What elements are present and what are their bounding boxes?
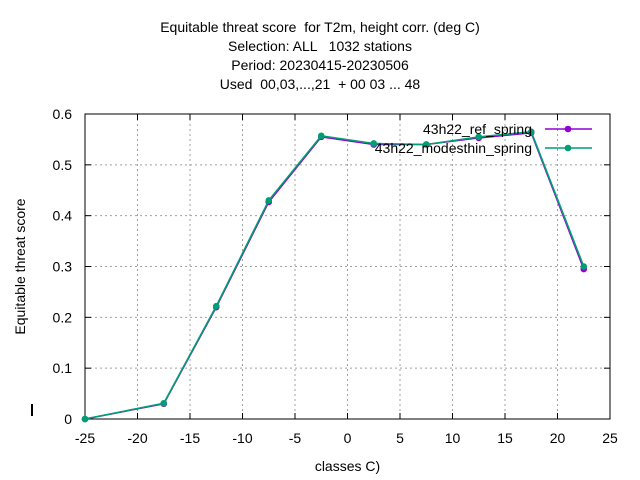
chart-title-line-3: Period: 20230415-20230506 bbox=[231, 57, 409, 73]
data-point bbox=[317, 132, 325, 140]
data-point bbox=[580, 263, 588, 270]
series-43h22_ref_spring bbox=[81, 129, 588, 423]
x-tick-label: 15 bbox=[497, 430, 513, 446]
data-point bbox=[422, 141, 430, 148]
y-axis-label: Equitable threat score bbox=[12, 198, 28, 334]
data-point bbox=[475, 133, 483, 141]
x-tick-label: -25 bbox=[75, 430, 95, 446]
x-tick-label: -15 bbox=[180, 430, 200, 446]
legend-label: 43h22_ref_spring bbox=[423, 121, 532, 137]
x-tick-label: -20 bbox=[127, 430, 147, 446]
x-tick-label: -10 bbox=[232, 430, 252, 446]
data-point bbox=[160, 399, 168, 407]
y-tick-label: 0.6 bbox=[53, 106, 73, 122]
data-point bbox=[81, 415, 89, 423]
y-tick-label: 0.5 bbox=[53, 157, 73, 173]
chart-title-line-4: Used 00,03,...,21 + 00 03 ... 48 bbox=[219, 76, 421, 92]
y-tick-label: 0 bbox=[64, 411, 72, 427]
chart-title-line-1: Equitable threat score for T2m, height c… bbox=[160, 19, 480, 35]
data-point bbox=[212, 302, 220, 310]
x-axis-label: classes C) bbox=[315, 458, 380, 474]
legend-marker bbox=[564, 125, 572, 133]
series-43h22_modesthin_spring bbox=[81, 128, 588, 423]
x-tick-label: 5 bbox=[396, 430, 404, 446]
y-tick-label: 0.2 bbox=[53, 309, 73, 325]
axis-ticks: -25 -20 -15 -10 -5 0 5 10 15 20 25 0 0.1 0.2 0.3 0.4 0.5… bbox=[53, 106, 618, 446]
chart-title-line-2: Selection: ALL 1032 stations bbox=[228, 38, 412, 54]
x-tick-label: 25 bbox=[602, 430, 618, 446]
data-point bbox=[527, 128, 535, 136]
x-tick-label: 0 bbox=[344, 430, 352, 446]
y-tick-label: 0.3 bbox=[53, 259, 73, 275]
series-line bbox=[84, 131, 585, 420]
legend: 43h22_ref_spring 43h22_modesthin_spring bbox=[375, 121, 592, 156]
data-point bbox=[370, 140, 378, 147]
x-tick-label: 10 bbox=[445, 430, 461, 446]
legend-marker bbox=[564, 144, 572, 152]
series-layer bbox=[81, 128, 588, 423]
legend-label: 43h22_modesthin_spring bbox=[375, 140, 532, 156]
y-tick-label: 0.1 bbox=[53, 360, 73, 376]
x-tick-label: 20 bbox=[550, 430, 566, 446]
x-tick-label: -5 bbox=[289, 430, 302, 446]
grid bbox=[85, 114, 610, 419]
y-tick-label: 0.4 bbox=[53, 208, 73, 224]
data-point bbox=[265, 197, 273, 204]
series-line bbox=[84, 130, 585, 420]
